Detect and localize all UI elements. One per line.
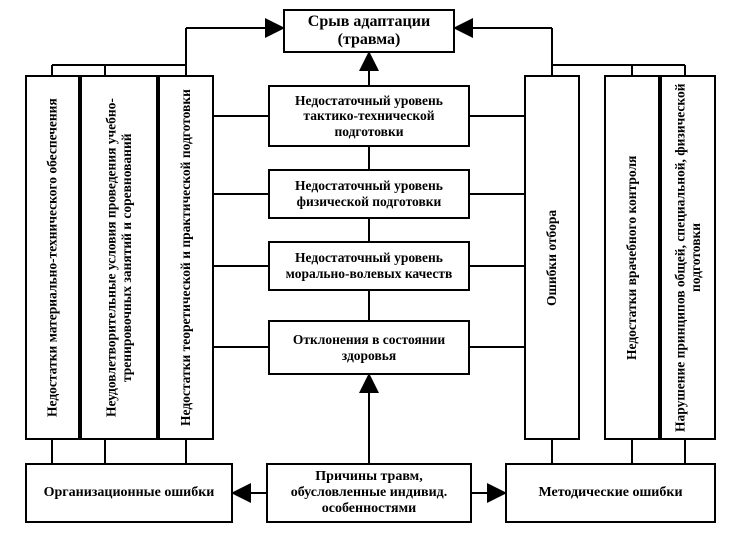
node-c2: Недостаточный уровень физической подгото…: [268, 169, 470, 219]
top-line2: (травма): [338, 31, 401, 48]
node-b3: Методические ошибки: [505, 463, 716, 523]
node-b1: Организационные ошибки: [25, 463, 233, 523]
node-v2: Неудовлетворительные условия проведения …: [80, 75, 158, 440]
node-v5: Недостатки врачебного контроля: [604, 75, 660, 440]
node-v4: Ошибки отбора: [524, 75, 580, 440]
node-b2: Причины травм, обусловленные индивид. ос…: [266, 463, 472, 523]
node-c3: Недостаточный уровень морально-волевых к…: [268, 241, 470, 291]
top-line1: Срыв адаптации: [308, 13, 430, 30]
node-c4: Отклонения в состоянии здоровья: [268, 320, 470, 375]
diagram-stage: Срыв адаптации (травма) Недостатки матер…: [0, 0, 737, 549]
node-v1: Недостатки материально-технического обес…: [25, 75, 80, 440]
node-v3: Недостатки теоретической и практической …: [158, 75, 214, 440]
node-top: Срыв адаптации (травма): [283, 9, 455, 53]
node-v6: Нарушение принципов общей, специальной, …: [660, 75, 716, 440]
node-c1: Недостаточный уровень тактико-техническо…: [268, 85, 470, 147]
